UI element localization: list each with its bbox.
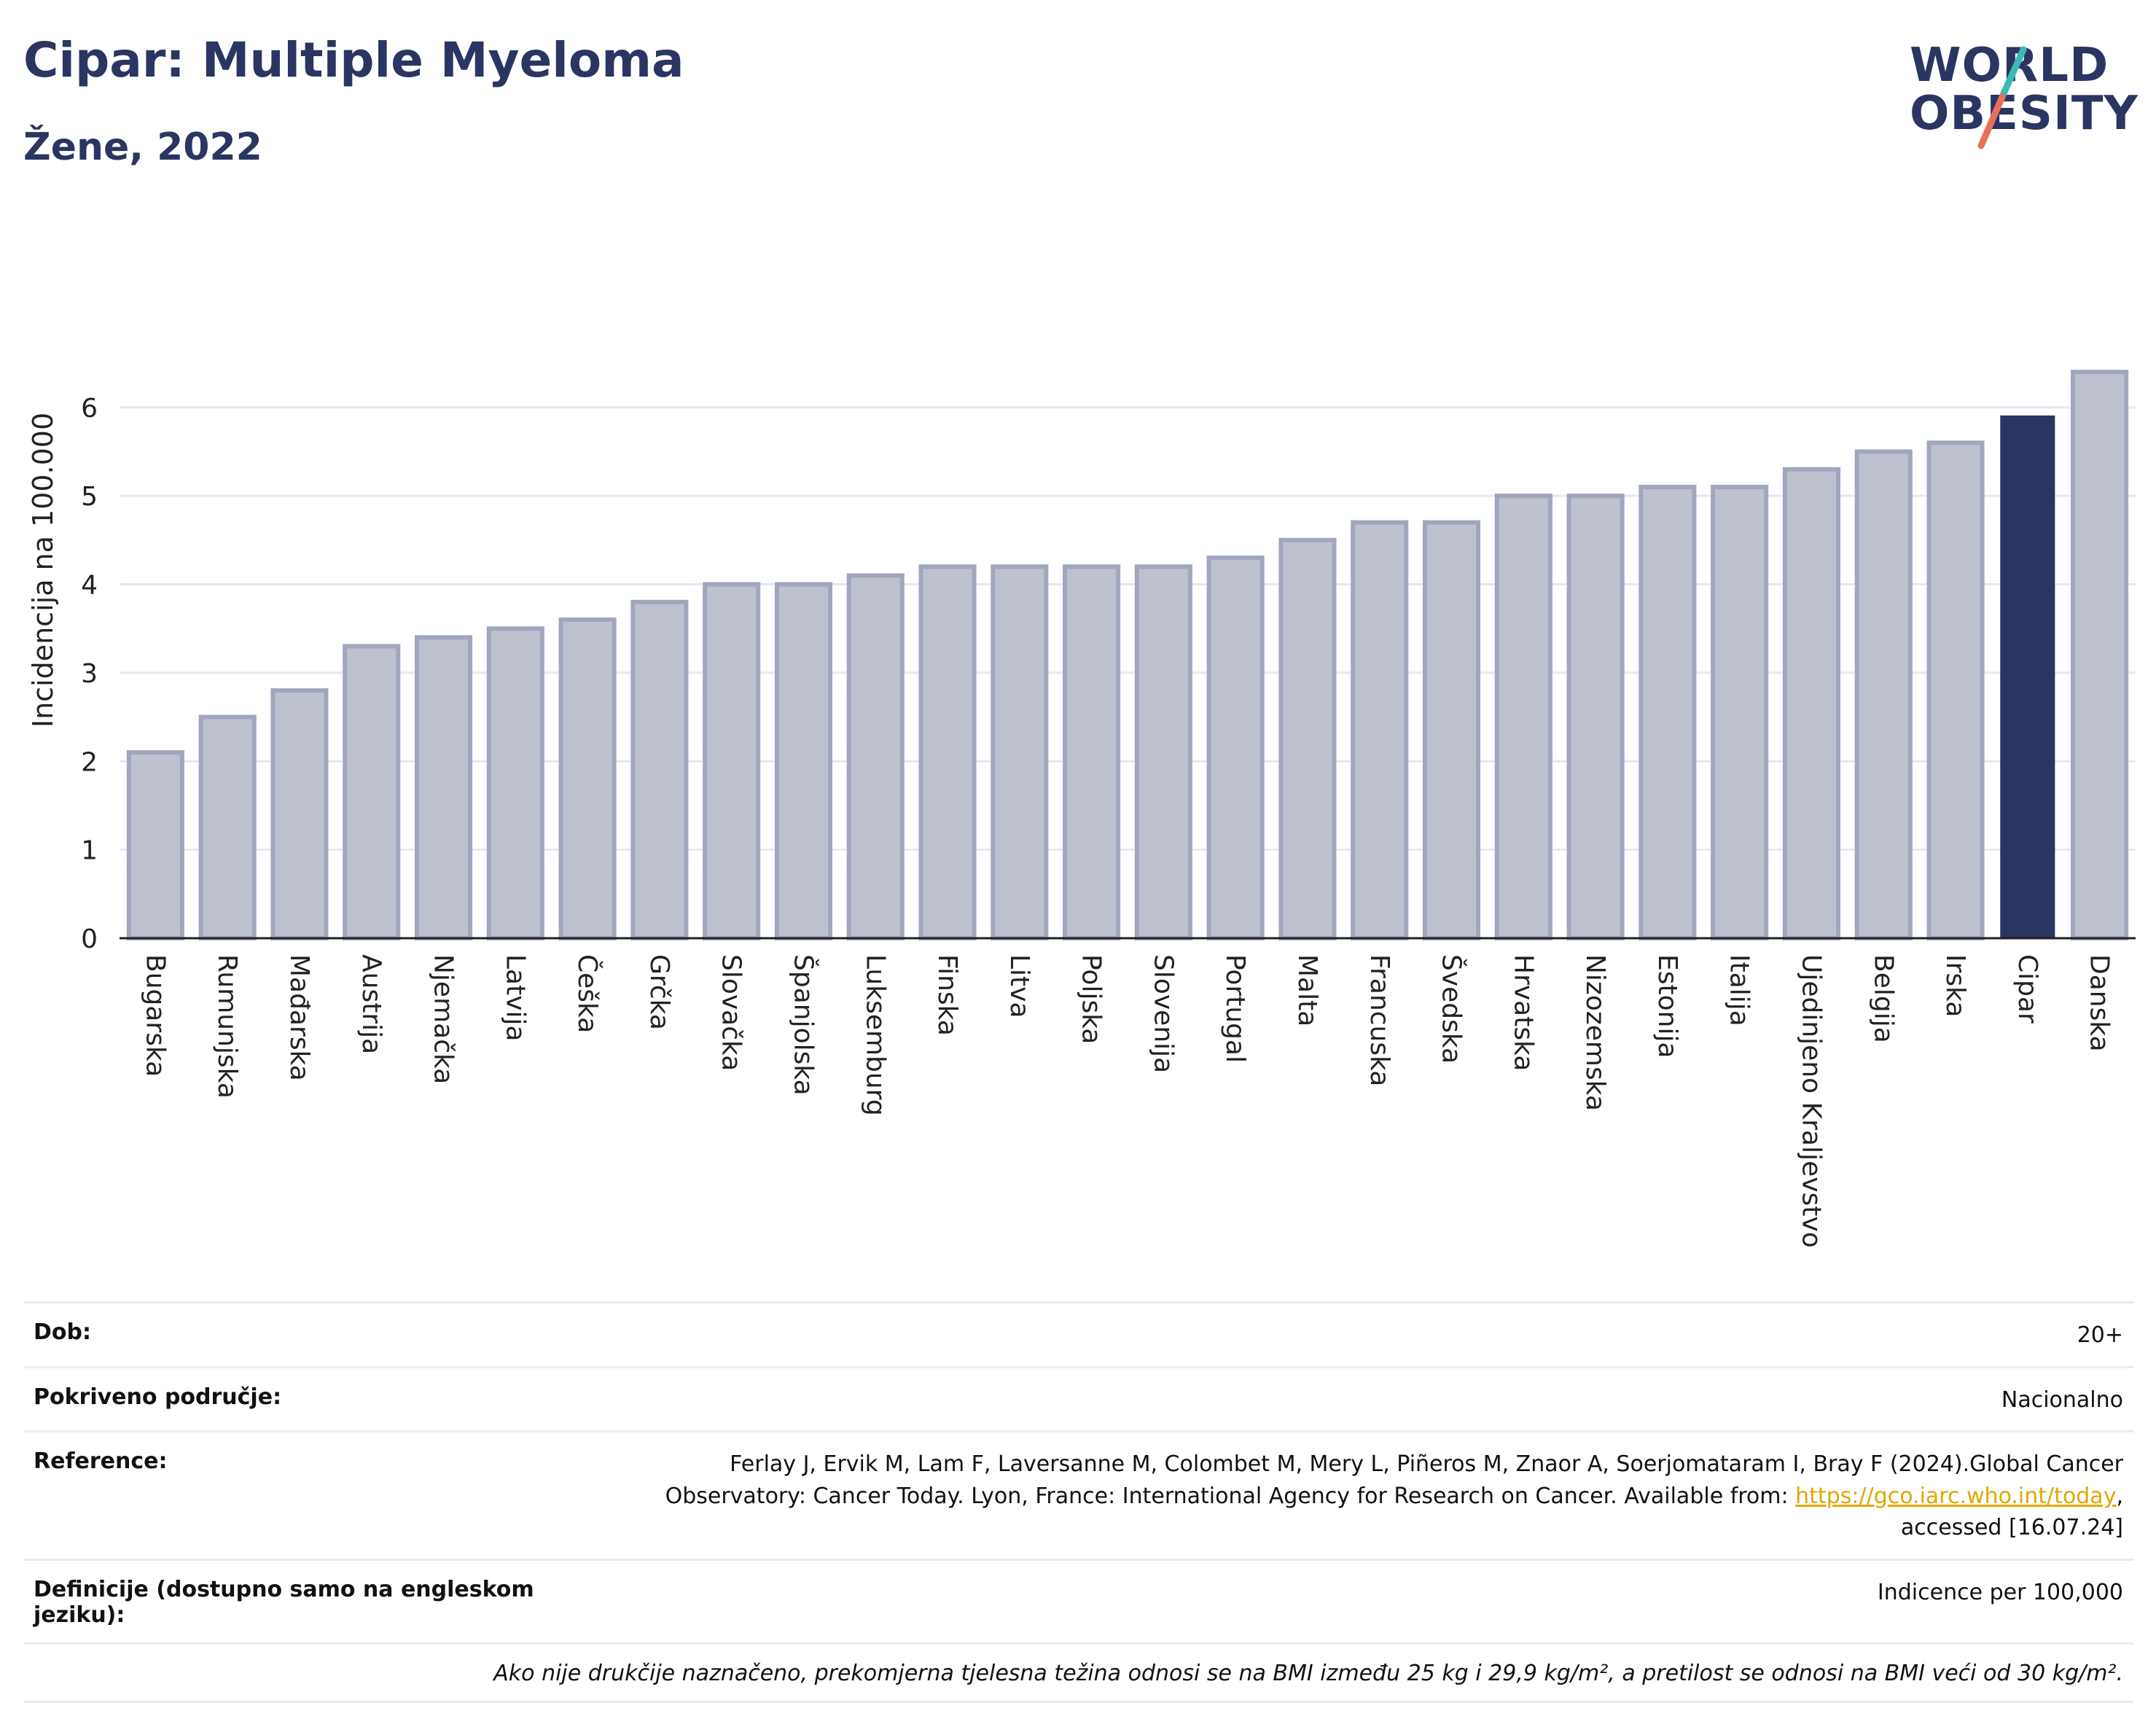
world-obesity-logo: WORLD OBESITY <box>1895 29 2143 153</box>
bar <box>343 644 401 940</box>
x-tick-label: Španjolska <box>788 954 819 1096</box>
x-tick-label: Hrvatska <box>1508 954 1538 1071</box>
bar <box>1422 520 1481 941</box>
logo-slash-icon <box>1977 46 2027 149</box>
coverage-value: Nacionalno <box>2001 1387 2123 1413</box>
bar <box>558 617 617 940</box>
bar <box>486 626 544 941</box>
x-tick-label: Italija <box>1725 954 1754 1026</box>
x-tick-label: Belgija <box>1868 954 1898 1043</box>
bar <box>270 688 329 940</box>
meta-row-age: Dob: 20+ <box>23 1301 2133 1366</box>
x-tick-label: Austrija <box>356 954 386 1054</box>
bar <box>1206 555 1265 940</box>
bar <box>1639 485 1697 940</box>
bar <box>1063 564 1121 940</box>
metadata-table: Dob: 20+ Pokriveno područje: Nacionalno … <box>23 1301 2133 1703</box>
reference-label: Reference: <box>34 1449 168 1474</box>
axes: 0 1 2 3 4 5 6 Bugarska Rumunjska Mađarska Austrija… <box>81 394 2136 1248</box>
x-tick-label: Slovenija <box>1148 954 1178 1073</box>
x-tick-label: Švedska <box>1437 954 1467 1064</box>
definitions-label: Definicije (dostupno samo na engleskom j… <box>34 1576 534 1628</box>
x-tick-label: Litva <box>1004 954 1034 1018</box>
meta-row-note: Ako nije drukčije naznačeno, prekomjerna… <box>23 1642 2133 1703</box>
x-tick-label: Luksemburg <box>860 954 890 1116</box>
y-tick-label: 1 <box>81 836 98 866</box>
x-tick-label: Estonija <box>1652 954 1682 1058</box>
page-subtitle: Žene, 2022 <box>23 125 262 169</box>
y-tick-label: 2 <box>81 747 98 777</box>
bar <box>2000 415 2055 940</box>
coverage-label: Pokriveno područje: <box>34 1384 282 1410</box>
bar <box>1854 449 1913 940</box>
bar <box>630 599 689 940</box>
x-tick-label: Malta <box>1292 954 1322 1026</box>
y-tick-label: 3 <box>81 659 98 689</box>
bars <box>126 370 2129 941</box>
bar <box>774 582 833 941</box>
x-tick-label: Poljska <box>1077 954 1106 1045</box>
x-tick-label: Grčka <box>644 954 674 1030</box>
meta-row-definitions: Definicije (dostupno samo na engleskom j… <box>23 1558 2133 1642</box>
x-tick-label: Češka <box>572 954 603 1033</box>
age-value: 20+ <box>2077 1322 2123 1348</box>
meta-row-reference: Reference: Ferlay J, Ervik M, Lam F, Lav… <box>23 1430 2133 1559</box>
y-axis-label: Incidencija na 100.000 <box>27 413 59 728</box>
logo-line-2: OBESITY <box>1910 87 2139 141</box>
x-tick-label: Danska <box>2085 954 2114 1052</box>
x-tick-label: Finska <box>932 954 962 1036</box>
footnote: Ako nije drukčije naznačeno, prekomjerna… <box>493 1660 2123 1686</box>
x-tick-label: Cipar <box>2012 954 2042 1024</box>
x-tick-label: Rumunjska <box>212 954 242 1099</box>
meta-row-coverage: Pokriveno područje: Nacionalno <box>23 1365 2133 1431</box>
bar <box>991 564 1049 940</box>
x-tick-label: Irska <box>1940 954 1970 1017</box>
reference-link[interactable]: https://gco.iarc.who.int/today <box>1795 1483 2117 1509</box>
definitions-value: Indicence per 100,000 <box>1877 1579 2123 1605</box>
y-tick-label: 5 <box>81 482 98 512</box>
reference-text: Ferlay J, Ervik M, Lam F, Laversanne M, … <box>665 1451 2123 1509</box>
page-title: Cipar: Multiple Myeloma <box>23 32 684 88</box>
x-tick-label: Latvija <box>500 954 530 1042</box>
bar <box>1566 494 1625 940</box>
reference-value: Ferlay J, Ervik M, Lam F, Laversanne M, … <box>593 1449 2123 1544</box>
x-tick-label: Ujedinjeno Kraljevstvo <box>1796 954 1826 1248</box>
bar <box>2071 370 2129 941</box>
x-tick-label: Portugal <box>1220 954 1250 1063</box>
bar <box>414 635 473 940</box>
x-tick-label: Bugarska <box>140 954 170 1077</box>
y-tick-label: 0 <box>81 924 98 954</box>
bar <box>703 582 761 941</box>
bar <box>1134 564 1192 940</box>
bar <box>846 573 905 941</box>
bar <box>1351 520 1409 941</box>
x-tick-label: Mađarska <box>284 954 314 1081</box>
bar <box>1278 537 1337 940</box>
bar <box>1711 485 1769 940</box>
x-tick-label: Nizozemska <box>1580 954 1610 1111</box>
bar <box>918 564 977 940</box>
bar <box>1494 494 1552 940</box>
age-label: Dob: <box>34 1319 91 1345</box>
y-tick-label: 4 <box>81 571 98 601</box>
bar <box>198 714 257 940</box>
y-tick-label: 6 <box>81 394 98 424</box>
bar <box>1926 440 1985 940</box>
bar <box>126 750 184 940</box>
x-tick-label: Slovačka <box>716 954 746 1071</box>
x-tick-label: Njemačka <box>429 954 458 1084</box>
reference-suffix: , accessed [16.07.24] <box>1900 1483 2123 1541</box>
bar <box>1782 467 1841 941</box>
bar-chart: 0 1 2 3 4 5 6 Bugarska Rumunjska Mađarska Austrija… <box>27 370 2136 1248</box>
x-tick-label: Francuska <box>1364 954 1394 1086</box>
